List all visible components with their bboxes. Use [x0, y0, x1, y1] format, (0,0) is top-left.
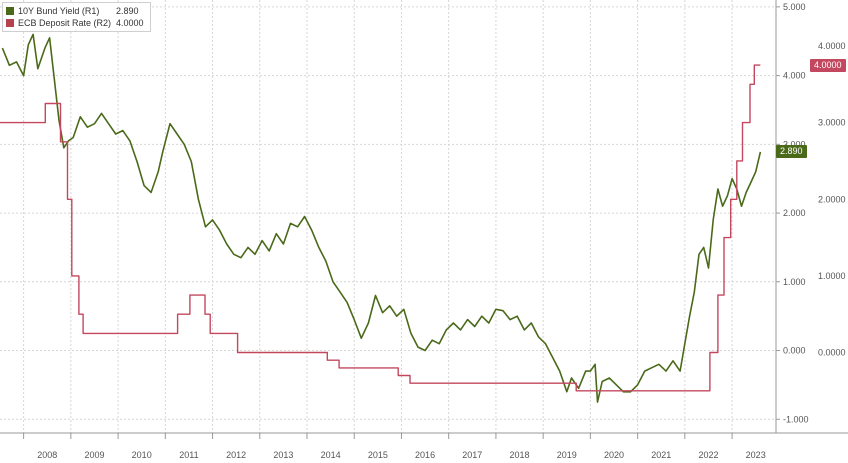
legend-label-yield: 10Y Bund Yield (R1) [18, 6, 100, 16]
x-tick-label: 2022 [698, 450, 718, 460]
legend-item-rate: ECB Deposit Rate (R2) 4.0000 [6, 17, 144, 29]
r2-tick-label: 2.0000 [818, 194, 846, 204]
r2-tick-label: 3.0000 [818, 118, 846, 128]
x-tick-label: 2015 [368, 450, 388, 460]
legend-label-rate: ECB Deposit Rate (R2) [18, 18, 112, 28]
r1-tick-label: 5.000 [783, 2, 806, 12]
x-tick-label: 2011 [179, 450, 198, 460]
legend-item-yield: 10Y Bund Yield (R1) 2.890 [6, 5, 144, 17]
r2-tick-label: 1.0000 [818, 271, 846, 281]
x-tick-label: 2013 [273, 450, 293, 460]
r1-tick-label: 1.000 [783, 277, 806, 287]
rate-series-line [0, 64, 761, 392]
x-tick-label: 2019 [557, 450, 577, 460]
x-tick-label: 2014 [321, 450, 341, 460]
legend-swatch-yield [6, 7, 14, 15]
x-tick-label: 2020 [604, 450, 624, 460]
legend-swatch-rate [6, 19, 14, 27]
yield-series-line [1, 33, 762, 403]
legend-value-yield: 2.890 [116, 6, 139, 16]
legend-value-rate: 4.0000 [116, 18, 144, 28]
r2-tick-label: 0.0000 [818, 348, 846, 358]
x-tick-label: 2018 [510, 450, 530, 460]
x-tick-label: 2009 [84, 450, 104, 460]
r1-tick-label: 0.000 [783, 346, 806, 356]
x-tick-label: 2023 [746, 450, 766, 460]
legend: 10Y Bund Yield (R1) 2.890 ECB Deposit Ra… [2, 2, 151, 32]
x-tick-label: 2010 [132, 450, 152, 460]
yield-last-value-tag: 2.890 [776, 145, 807, 159]
r1-tick-label: 4.000 [783, 71, 806, 81]
x-tick-label: 2016 [415, 450, 435, 460]
r1-tick-label: -1.000 [783, 414, 809, 424]
x-tick-label: 2017 [462, 450, 482, 460]
x-tick-label: 2008 [37, 450, 57, 460]
r1-tick-label: 3.000 [783, 139, 806, 149]
rate-last-value-tag: 4.0000 [810, 58, 846, 72]
r1-tick-label: 2.000 [783, 208, 806, 218]
x-tick-label: 2012 [226, 450, 246, 460]
x-tick-label: 2021 [651, 450, 671, 460]
r2-tick-label: 4.0000 [818, 41, 846, 51]
